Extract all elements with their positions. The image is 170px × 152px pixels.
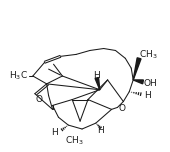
Text: CH$_3$: CH$_3$ [65, 135, 83, 147]
Text: H: H [144, 91, 151, 100]
Text: H: H [97, 126, 104, 135]
Polygon shape [95, 78, 100, 90]
Text: H$_3$C: H$_3$C [9, 70, 28, 82]
Text: O: O [118, 104, 125, 113]
Text: H: H [93, 71, 100, 79]
Polygon shape [133, 58, 141, 80]
Text: H: H [51, 128, 58, 137]
Text: OH: OH [143, 79, 157, 88]
Text: CH$_3$: CH$_3$ [139, 48, 158, 61]
Polygon shape [133, 80, 143, 84]
Text: O: O [35, 95, 42, 104]
